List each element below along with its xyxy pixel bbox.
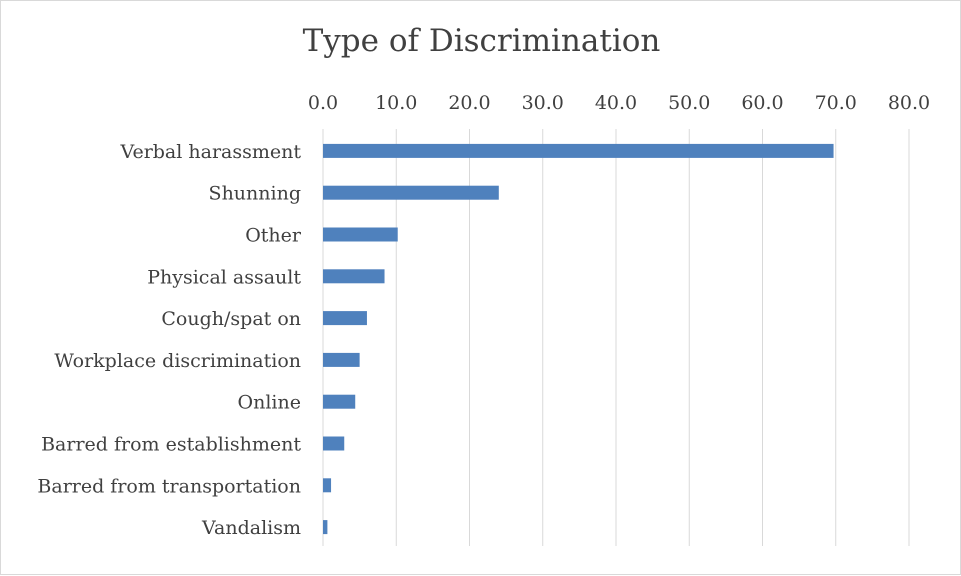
category-label: Online <box>238 392 301 414</box>
bar <box>323 436 345 451</box>
bar <box>323 143 834 158</box>
x-tick-label: 50.0 <box>668 92 710 114</box>
category-label: Physical assault <box>147 266 301 288</box>
x-tick-label: 80.0 <box>888 92 930 114</box>
category-label: Cough/spat on <box>161 308 301 330</box>
category-label: Barred from transportation <box>37 475 301 497</box>
x-tick-label: 70.0 <box>815 92 857 114</box>
category-label: Other <box>245 225 302 247</box>
category-label: Vandalism <box>201 517 301 539</box>
bar <box>323 227 398 242</box>
bar <box>323 394 356 409</box>
category-label: Barred from establishment <box>41 434 301 456</box>
x-tick-label: 0.0 <box>308 92 338 114</box>
category-label: Workplace discrimination <box>54 350 301 372</box>
x-tick-label: 60.0 <box>741 92 783 114</box>
bar <box>323 185 499 200</box>
bar <box>323 520 328 535</box>
bar <box>323 478 332 493</box>
x-tick-label: 40.0 <box>595 92 637 114</box>
bar <box>323 269 385 284</box>
x-tick-label: 20.0 <box>448 92 490 114</box>
bar <box>323 352 360 367</box>
x-tick-label: 30.0 <box>522 92 564 114</box>
category-label: Shunning <box>209 183 301 205</box>
x-tick-label: 10.0 <box>375 92 417 114</box>
chart-title: Type of Discrimination <box>302 23 661 59</box>
bar <box>323 311 367 326</box>
category-label: Verbal harassment <box>119 141 301 163</box>
